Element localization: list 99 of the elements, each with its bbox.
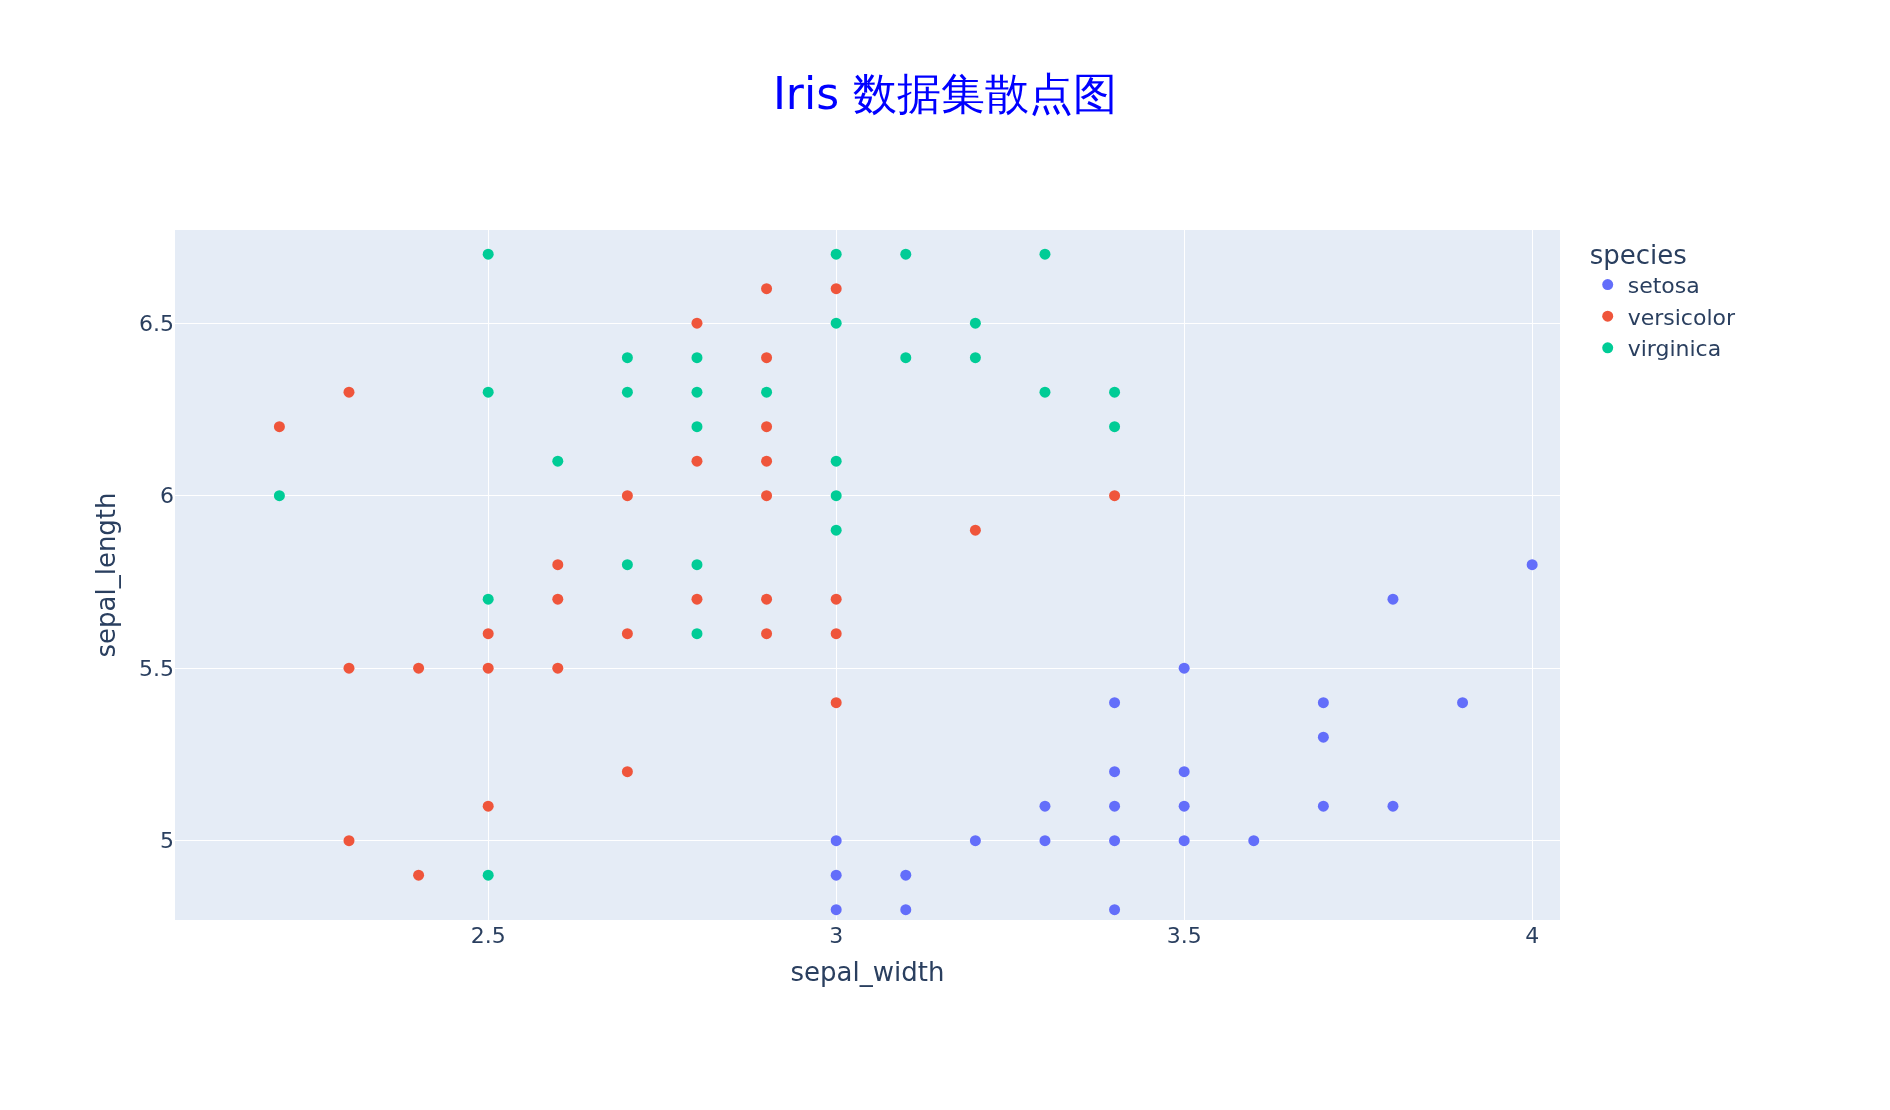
point bbox=[691, 317, 703, 329]
point bbox=[552, 559, 564, 571]
point bbox=[1317, 800, 1329, 812]
point bbox=[1039, 800, 1051, 812]
point bbox=[343, 835, 355, 847]
point bbox=[1178, 766, 1190, 778]
point bbox=[1178, 662, 1190, 674]
point bbox=[1317, 731, 1329, 743]
legend-label: versicolor bbox=[1627, 304, 1736, 330]
point bbox=[1109, 904, 1121, 916]
point bbox=[482, 628, 494, 640]
point bbox=[761, 386, 773, 398]
x-tick-label: 3 bbox=[829, 923, 844, 948]
point bbox=[830, 248, 842, 260]
x-tick-label: 4 bbox=[1525, 923, 1540, 948]
point bbox=[1109, 835, 1121, 847]
point bbox=[273, 421, 285, 433]
point bbox=[1317, 697, 1329, 709]
x-tick-label: 3.5 bbox=[1166, 923, 1202, 948]
point bbox=[830, 524, 842, 536]
y-axis-title: sepal_length bbox=[91, 492, 122, 658]
point bbox=[761, 455, 773, 467]
point bbox=[830, 455, 842, 467]
point bbox=[1457, 697, 1469, 709]
point bbox=[621, 628, 633, 640]
y-tick-label: 6 bbox=[160, 483, 174, 509]
point bbox=[691, 386, 703, 398]
point bbox=[830, 869, 842, 881]
point bbox=[830, 697, 842, 709]
point bbox=[691, 559, 703, 571]
point bbox=[691, 455, 703, 467]
point bbox=[761, 628, 773, 640]
point bbox=[413, 662, 425, 674]
point bbox=[552, 455, 564, 467]
point bbox=[482, 386, 494, 398]
x-tick-label: 2.5 bbox=[470, 923, 506, 948]
point bbox=[761, 283, 773, 295]
point bbox=[761, 352, 773, 364]
point bbox=[1109, 697, 1121, 709]
point bbox=[482, 662, 494, 674]
point bbox=[969, 835, 981, 847]
point bbox=[830, 628, 842, 640]
point bbox=[1178, 800, 1190, 812]
point bbox=[1039, 835, 1051, 847]
point bbox=[691, 628, 703, 640]
point bbox=[1178, 835, 1190, 847]
point bbox=[830, 904, 842, 916]
point bbox=[1248, 835, 1260, 847]
point bbox=[1526, 559, 1538, 571]
x-axis-title: sepal_width bbox=[790, 956, 945, 987]
point bbox=[1039, 386, 1051, 398]
point bbox=[969, 524, 981, 536]
point bbox=[691, 352, 703, 364]
y-tick-label: 5.5 bbox=[139, 655, 174, 681]
point bbox=[1039, 248, 1051, 260]
point bbox=[830, 283, 842, 295]
point bbox=[830, 593, 842, 605]
point bbox=[1109, 421, 1121, 433]
point bbox=[1387, 800, 1399, 812]
point bbox=[621, 559, 633, 571]
point bbox=[621, 352, 633, 364]
legend-label: virginica bbox=[1627, 336, 1722, 362]
point bbox=[413, 869, 425, 881]
point bbox=[621, 490, 633, 502]
point bbox=[761, 421, 773, 433]
point bbox=[552, 593, 564, 605]
point bbox=[552, 662, 564, 674]
point bbox=[900, 904, 912, 916]
point bbox=[1387, 593, 1399, 605]
point bbox=[969, 352, 981, 364]
point bbox=[830, 835, 842, 847]
legend-title: species bbox=[1589, 239, 1687, 270]
y-tick-label: 6.5 bbox=[139, 310, 174, 336]
point bbox=[482, 800, 494, 812]
point bbox=[1109, 800, 1121, 812]
legend-label: setosa bbox=[1627, 273, 1700, 299]
y-tick-label: 5 bbox=[160, 828, 174, 854]
point bbox=[1109, 490, 1121, 502]
point bbox=[900, 352, 912, 364]
point bbox=[343, 662, 355, 674]
point bbox=[691, 593, 703, 605]
point bbox=[273, 490, 285, 502]
point bbox=[830, 317, 842, 329]
point bbox=[621, 766, 633, 778]
point bbox=[1109, 386, 1121, 398]
chart-title: Iris 数据集散点图 bbox=[772, 67, 1118, 119]
point bbox=[621, 386, 633, 398]
point bbox=[343, 386, 355, 398]
point bbox=[830, 490, 842, 502]
point bbox=[761, 490, 773, 502]
point bbox=[900, 248, 912, 260]
point bbox=[761, 593, 773, 605]
point bbox=[969, 317, 981, 329]
point bbox=[482, 869, 494, 881]
point bbox=[900, 869, 912, 881]
point bbox=[482, 248, 494, 260]
point bbox=[482, 593, 494, 605]
point bbox=[691, 421, 703, 433]
point bbox=[1109, 766, 1121, 778]
